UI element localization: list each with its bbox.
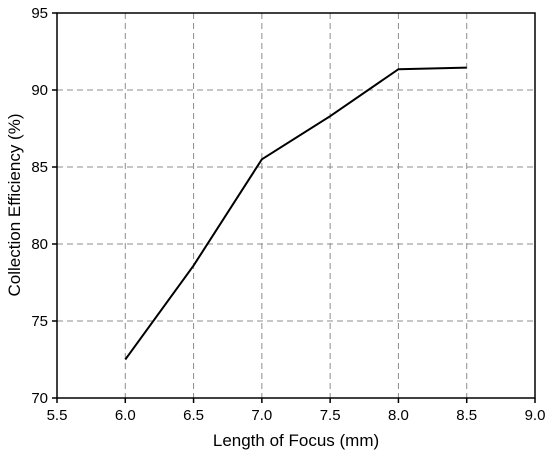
x-tick-label: 8.5 — [456, 407, 477, 424]
y-tick-label: 85 — [31, 159, 48, 176]
y-tick-label: 90 — [31, 82, 48, 99]
y-axis-title: Collection Efficiency (%) — [5, 114, 24, 297]
y-tick-label: 95 — [31, 5, 48, 22]
y-tick-label: 75 — [31, 313, 48, 330]
x-tick-label: 9.0 — [525, 407, 546, 424]
x-tick-label: 7.0 — [251, 407, 272, 424]
data-line — [124, 66, 467, 361]
y-tick-label: 70 — [31, 390, 48, 407]
x-tick-label: 6.5 — [183, 407, 204, 424]
x-tick-label: 7.5 — [320, 407, 341, 424]
x-tick-label: 6.0 — [115, 407, 136, 424]
plot-frame — [56, 12, 536, 399]
y-tick-label: 80 — [31, 236, 48, 253]
x-axis-title: Length of Focus (mm) — [213, 431, 379, 450]
x-tick-label: 8.0 — [388, 407, 409, 424]
x-tick-label: 5.5 — [47, 407, 68, 424]
